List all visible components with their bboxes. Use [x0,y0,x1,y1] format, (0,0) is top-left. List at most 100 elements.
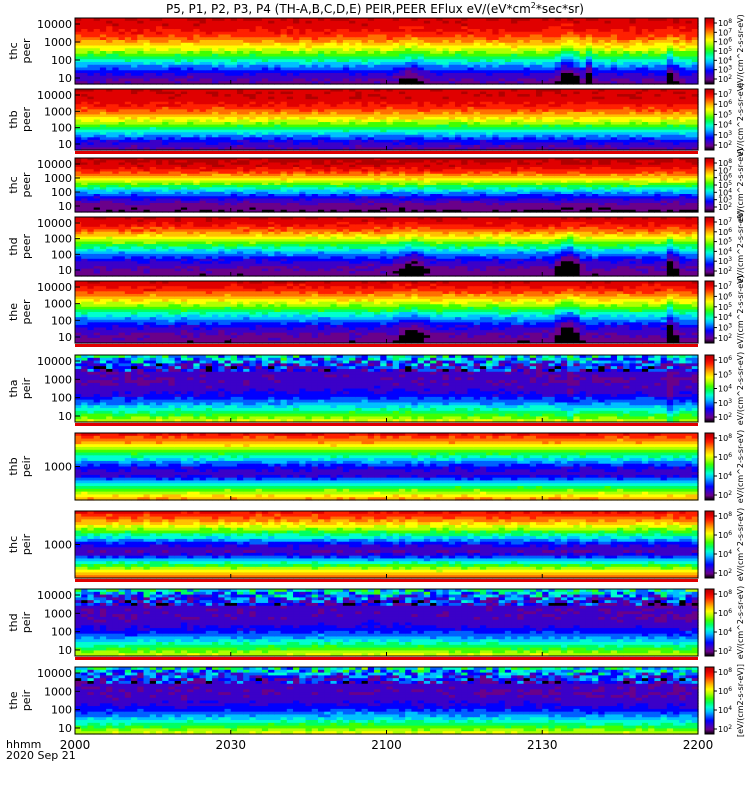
heatmap-cell [374,64,381,69]
heatmap-cell [268,42,275,47]
heatmap-cell [137,62,145,66]
heatmap-cell [131,59,138,63]
heatmap-cell [467,42,475,47]
heatmap-cell [398,56,406,60]
heatmap-cell [218,18,226,22]
heatmap-cell [567,48,574,52]
heatmap-cell [479,56,487,60]
heatmap-cell [436,37,444,41]
heatmap-cell [274,67,282,71]
heatmap-cell [236,31,244,36]
heatmap-cell [330,42,338,47]
heatmap-cell [461,53,469,58]
heatmap-cell [230,78,238,82]
heatmap-cell [199,51,207,55]
heatmap-cell [230,40,238,44]
heatmap-cell [268,45,275,49]
heatmap-cell [205,45,213,49]
heatmap-cell [455,78,462,82]
heatmap-cell [243,23,251,27]
heatmap-cell [311,45,319,49]
heatmap-cell [99,31,107,36]
heatmap-cell [380,64,388,69]
heatmap-cell [261,67,269,71]
heatmap-cell [336,45,344,49]
heatmap-cell [473,59,481,63]
heatmap-cell [280,59,288,63]
heatmap-cell [75,62,82,66]
heatmap-cell [174,40,182,44]
heatmap-cell [249,70,257,74]
heatmap-cell [517,70,525,74]
heatmap-cell [355,62,363,66]
heatmap-cell [374,48,381,52]
heatmap-cell [187,56,194,60]
heatmap-cell [236,59,244,63]
heatmap-cell [405,59,413,63]
heatmap-cell [367,26,375,30]
heatmap-cell [118,53,126,58]
heatmap-cell [168,81,176,85]
heatmap-cell [417,18,425,22]
heatmap-cell [473,23,481,27]
heatmap-cell [236,64,244,69]
heatmap-cell [305,37,313,41]
heatmap-cell [398,70,406,74]
heatmap-cell [280,42,288,47]
heatmap-cell [336,78,344,82]
heatmap-cell [212,64,219,69]
heatmap-cell [455,18,462,22]
heatmap-cell [230,34,238,38]
heatmap-cell [305,67,313,71]
heatmap-cell [386,64,394,69]
heatmap-cell [367,37,375,41]
heatmap-cell [317,53,325,58]
heatmap-cell [423,20,431,25]
heatmap-cell [93,75,101,80]
heatmap-cell [461,59,469,63]
heatmap-cell [573,64,581,69]
heatmap-cell [349,73,356,77]
heatmap-cell [112,51,120,55]
heatmap-cell [548,37,556,41]
heatmap-cell [523,51,531,55]
heatmap-cell [249,34,257,38]
heatmap-cell [199,20,207,25]
heatmap-cell [230,81,238,85]
heatmap-cell [162,70,170,74]
heatmap-cell [187,18,194,22]
colorbar-title: eV/(cm^2-s-sr-eV) [736,83,745,156]
heatmap-cell [567,29,574,33]
heatmap-cell [386,20,394,25]
heatmap-cell [286,31,294,36]
heatmap-cell [274,56,282,60]
heatmap-cell [106,34,113,38]
heatmap-cell [118,78,126,82]
heatmap-cell [218,81,226,85]
heatmap-cell [423,64,431,69]
heatmap-cell [218,29,226,33]
heatmap-cell [299,56,307,60]
heatmap-cell [361,34,369,38]
heatmap-cell [324,59,332,63]
heatmap-cell [149,34,157,38]
heatmap-cell [230,42,238,47]
heatmap-cell [361,51,369,55]
heatmap-cell [155,51,163,55]
heatmap-cell [124,26,132,30]
heatmap-cell [448,34,456,38]
heatmap-cell [492,18,500,22]
heatmap-cell [548,75,556,80]
heatmap-cell [423,51,431,55]
heatmap-cell [355,64,363,69]
heatmap-cell [317,18,325,22]
heatmap-cell [398,62,406,66]
heatmap-cell [361,53,369,58]
heatmap-cell [455,31,462,36]
heatmap-cell [193,78,201,82]
heatmap-cell [317,81,325,85]
heatmap-cell [398,31,406,36]
heatmap-cell [511,40,518,44]
heatmap-cell [392,70,400,74]
heatmap-cell [124,40,132,44]
